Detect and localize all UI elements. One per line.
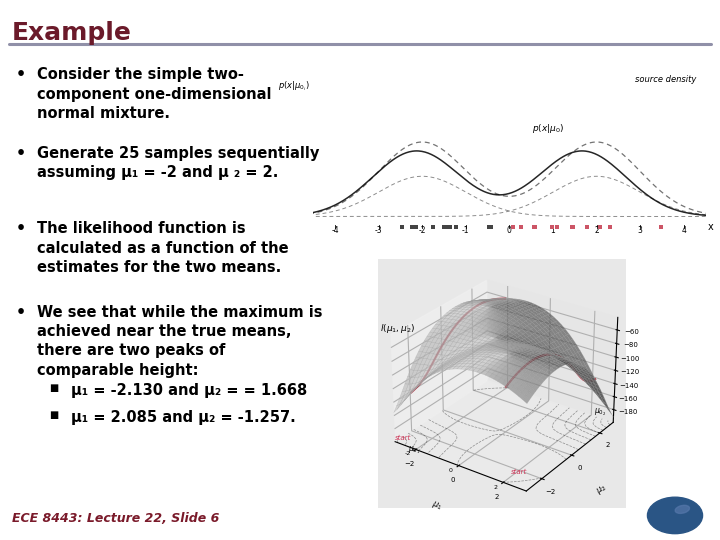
Text: •: • bbox=[16, 68, 26, 83]
Point bbox=[406, 222, 418, 231]
Text: μ₁ = -2.130 and μ₂ = = 1.668: μ₁ = -2.130 and μ₂ = = 1.668 bbox=[71, 383, 307, 399]
Point bbox=[605, 222, 616, 231]
Point bbox=[529, 222, 541, 231]
Text: -3: -3 bbox=[375, 226, 382, 235]
Text: -4: -4 bbox=[331, 226, 339, 235]
Text: ECE 8443: Lecture 22, Slide 6: ECE 8443: Lecture 22, Slide 6 bbox=[12, 512, 220, 525]
Text: source density: source density bbox=[635, 76, 696, 84]
Circle shape bbox=[647, 497, 703, 534]
Text: μ₁ = 2.085 and μ₂ = -1.257.: μ₁ = 2.085 and μ₂ = -1.257. bbox=[71, 410, 295, 426]
Point bbox=[654, 222, 666, 231]
Point bbox=[396, 222, 408, 231]
Text: •: • bbox=[16, 146, 26, 161]
Text: The likelihood function is
calculated as a function of the
estimates for the two: The likelihood function is calculated as… bbox=[37, 221, 289, 275]
Text: We see that while the maximum is
achieved near the true means,
there are two pea: We see that while the maximum is achieve… bbox=[37, 305, 323, 377]
Text: 3: 3 bbox=[638, 226, 643, 235]
Text: ■: ■ bbox=[49, 410, 58, 421]
Point bbox=[427, 222, 438, 231]
Point bbox=[546, 222, 558, 231]
Text: •: • bbox=[16, 305, 26, 320]
Point bbox=[438, 222, 449, 231]
Text: -1: -1 bbox=[462, 226, 469, 235]
Point bbox=[396, 222, 408, 231]
Point bbox=[485, 222, 497, 231]
Point bbox=[406, 222, 418, 231]
Text: •: • bbox=[16, 221, 26, 237]
Text: ■: ■ bbox=[49, 383, 58, 394]
Point bbox=[440, 222, 451, 231]
Point bbox=[508, 222, 519, 231]
Ellipse shape bbox=[675, 505, 690, 514]
Point bbox=[445, 222, 456, 231]
Point bbox=[567, 222, 579, 231]
Text: 0: 0 bbox=[507, 226, 512, 235]
Point bbox=[552, 222, 563, 231]
Text: $p(x|\mu_{0_i})$: $p(x|\mu_{0_i})$ bbox=[278, 79, 310, 93]
Point bbox=[450, 222, 462, 231]
Point bbox=[581, 222, 593, 231]
Text: Example: Example bbox=[12, 21, 132, 44]
Text: -2: -2 bbox=[418, 226, 426, 235]
Point bbox=[516, 222, 527, 231]
Text: 4: 4 bbox=[681, 226, 686, 235]
Text: 1: 1 bbox=[551, 226, 555, 235]
Point bbox=[567, 222, 578, 231]
Point bbox=[594, 222, 606, 231]
Text: 2: 2 bbox=[594, 226, 599, 235]
Text: Generate 25 samples sequentially
assuming μ₁ = -2 and μ ₂ = 2.: Generate 25 samples sequentially assumin… bbox=[37, 146, 320, 180]
Text: Consider the simple two-
component one-dimensional
normal mixture.: Consider the simple two- component one-d… bbox=[37, 68, 272, 121]
Point bbox=[410, 222, 422, 231]
Y-axis label: $\mu_2$: $\mu_2$ bbox=[594, 482, 609, 497]
Point bbox=[483, 222, 495, 231]
Point bbox=[528, 222, 540, 231]
X-axis label: $\mu_1$: $\mu_1$ bbox=[430, 498, 444, 512]
Text: $p(x|\mu_0)$: $p(x|\mu_0)$ bbox=[533, 122, 564, 135]
Point bbox=[396, 222, 408, 231]
Text: x: x bbox=[708, 222, 714, 232]
